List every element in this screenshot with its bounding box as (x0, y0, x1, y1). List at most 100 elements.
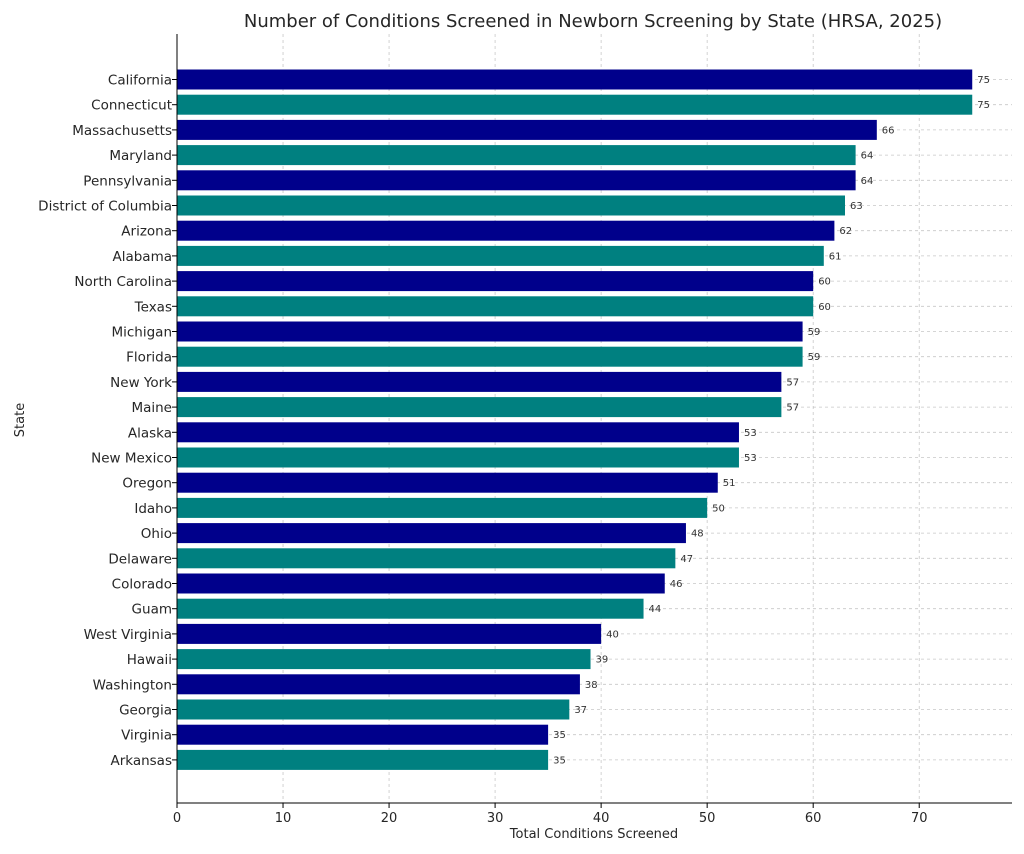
x-tick-label-60: 60 (805, 811, 822, 826)
category-label-new-york: New York (110, 375, 172, 391)
category-label-ohio: Ohio (141, 526, 172, 542)
category-label-connecticut: Connecticut (91, 98, 172, 114)
category-label-washington: Washington (93, 677, 172, 693)
category-label-district-of-columbia: District of Columbia (38, 199, 172, 215)
bar-virginia (177, 724, 549, 745)
category-label-hawaii: Hawaii (127, 652, 172, 668)
bar-california (177, 69, 973, 90)
bar-new-mexico (177, 447, 739, 468)
bar-colorado (177, 573, 665, 594)
bar-arizona (177, 220, 835, 241)
bar-alabama (177, 245, 824, 266)
bar-north-carolina (177, 271, 814, 292)
bar-washington (177, 674, 580, 695)
bar-alaska (177, 422, 739, 443)
category-label-alabama: Alabama (112, 249, 172, 265)
value-label-new-mexico: 53 (744, 453, 757, 464)
bar-hawaii (177, 649, 591, 670)
value-label-ohio: 48 (691, 529, 704, 540)
x-tick-label-70: 70 (911, 811, 928, 826)
bar-michigan (177, 321, 803, 342)
value-label-colorado: 46 (670, 579, 683, 590)
value-label-pennsylvania: 64 (861, 176, 874, 187)
value-label-delaware: 47 (680, 554, 693, 565)
bar-texas (177, 296, 814, 317)
value-label-connecticut: 75 (977, 100, 990, 111)
category-label-colorado: Colorado (112, 577, 172, 593)
value-label-alabama: 61 (829, 251, 842, 262)
category-label-idaho: Idaho (134, 501, 172, 517)
value-label-west-virginia: 40 (606, 629, 619, 640)
value-label-hawaii: 39 (596, 655, 609, 666)
value-label-texas: 60 (818, 302, 831, 313)
value-label-alaska: 53 (744, 428, 757, 439)
bar-idaho (177, 497, 708, 518)
bar-west-virginia (177, 623, 602, 644)
x-tick-label-20: 20 (381, 811, 398, 826)
bar-maryland (177, 145, 856, 166)
x-tick-label-10: 10 (275, 811, 292, 826)
value-label-maine: 57 (786, 403, 799, 414)
bar-district-of-columbia (177, 195, 845, 216)
value-label-new-york: 57 (786, 377, 799, 388)
category-label-arizona: Arizona (121, 224, 172, 240)
bar-florida (177, 346, 803, 367)
bar-georgia (177, 699, 570, 720)
value-label-arkansas: 35 (553, 755, 566, 766)
bar-delaware (177, 548, 676, 569)
category-labels: California Connecticut Massachusetts Maryla… (38, 73, 177, 769)
bar-oregon (177, 472, 718, 493)
category-label-california: California (108, 73, 172, 89)
bar-maine (177, 397, 782, 418)
category-label-guam: Guam (132, 602, 172, 618)
value-label-massachusetts: 66 (882, 125, 895, 136)
value-label-idaho: 50 (712, 503, 725, 514)
value-label-michigan: 59 (808, 327, 821, 338)
category-label-arkansas: Arkansas (110, 753, 172, 769)
category-label-florida: Florida (126, 350, 172, 366)
category-label-pennsylvania: Pennsylvania (83, 173, 172, 189)
category-label-georgia: Georgia (119, 703, 172, 719)
value-label-guam: 44 (649, 604, 662, 615)
x-ticks: 0 10 20 30 40 50 60 70 (173, 803, 928, 826)
value-label-oregon: 51 (723, 478, 736, 489)
category-label-maryland: Maryland (109, 148, 172, 164)
category-label-oregon: Oregon (122, 476, 172, 492)
value-label-virginia: 35 (553, 730, 566, 741)
value-label-georgia: 37 (574, 705, 587, 716)
category-label-north-carolina: North Carolina (74, 274, 172, 290)
x-tick-label-30: 30 (487, 811, 504, 826)
category-label-texas: Texas (134, 299, 172, 315)
value-label-california: 75 (977, 75, 990, 86)
bar-new-york (177, 371, 782, 392)
chart-title: Number of Conditions Screened in Newborn… (244, 11, 942, 32)
bar-connecticut (177, 94, 973, 115)
value-label-washington: 38 (585, 680, 598, 691)
value-label-maryland: 64 (861, 151, 874, 162)
category-label-virginia: Virginia (121, 728, 172, 744)
category-label-michigan: Michigan (111, 325, 172, 341)
value-labels: 75 75 66 64 64 63 62 61 60 60 59 59 57 57 53 53 51 50 48 47… (553, 75, 990, 766)
value-label-north-carolina: 60 (818, 277, 831, 288)
value-label-arizona: 62 (839, 226, 852, 237)
x-tick-label-40: 40 (593, 811, 610, 826)
value-label-district-of-columbia: 63 (850, 201, 863, 212)
category-label-massachusetts: Massachusetts (72, 123, 172, 139)
x-tick-label-0: 0 (173, 811, 181, 826)
bar-guam (177, 598, 644, 619)
x-tick-label-50: 50 (699, 811, 716, 826)
category-label-alaska: Alaska (128, 425, 172, 441)
bar-massachusetts (177, 119, 877, 140)
category-label-delaware: Delaware (108, 551, 172, 567)
bar-pennsylvania (177, 170, 856, 191)
value-label-florida: 59 (808, 352, 821, 363)
category-label-maine: Maine (131, 400, 172, 416)
bar-arkansas (177, 749, 549, 770)
bars (177, 69, 973, 770)
y-axis-label: State (13, 403, 28, 437)
x-axis-label: Total Conditions Screened (509, 827, 678, 842)
bar-ohio (177, 523, 686, 544)
category-label-west-virginia: West Virginia (84, 627, 172, 643)
category-label-new-mexico: New Mexico (91, 451, 172, 467)
